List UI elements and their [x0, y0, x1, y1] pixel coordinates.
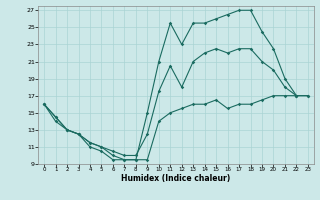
X-axis label: Humidex (Indice chaleur): Humidex (Indice chaleur) — [121, 174, 231, 183]
